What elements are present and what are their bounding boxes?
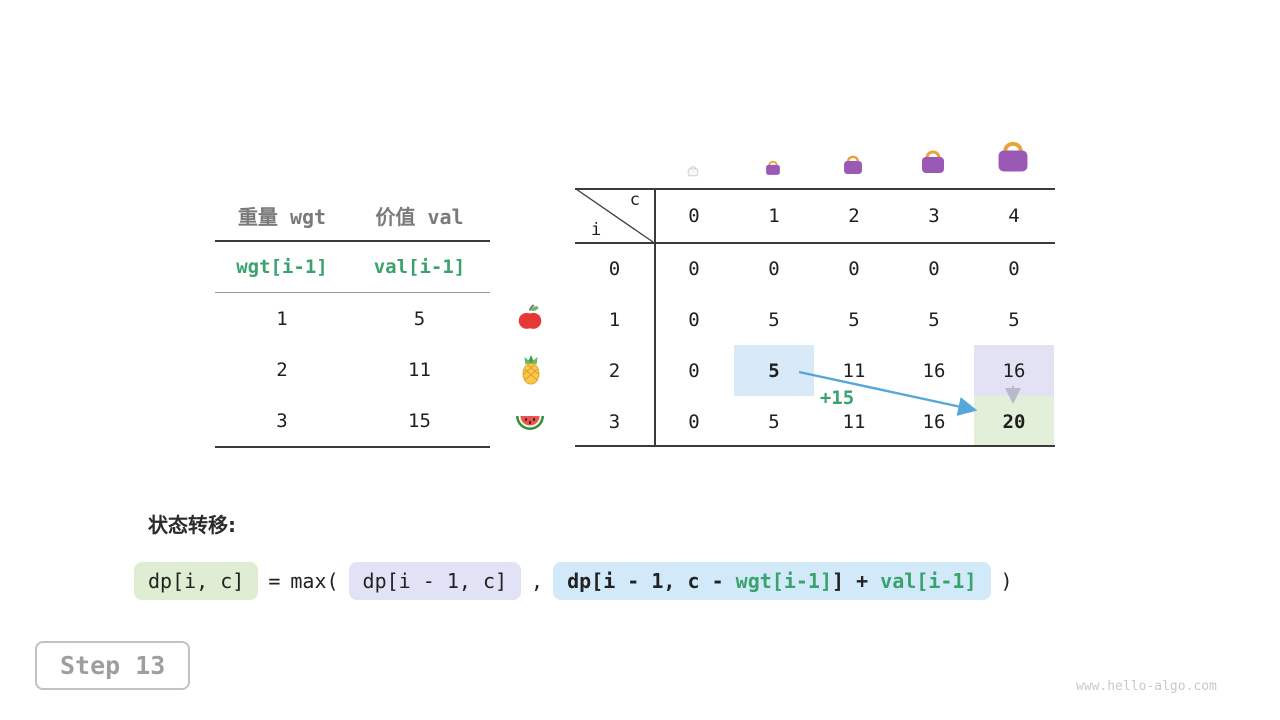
bag-icon-capacity-1 — [763, 158, 783, 178]
bag-icon-capacity-0 — [686, 164, 700, 178]
dp-cell-i3-c0: 0 — [688, 410, 700, 433]
item-3-value: 15 — [408, 409, 431, 432]
dp-cell-i2-c4-alternative: 16 — [974, 345, 1054, 396]
bag-icon-capacity-4 — [992, 136, 1034, 178]
dp-cell-i3-c4-target: 20 — [974, 396, 1054, 447]
apple-icon — [515, 303, 545, 333]
dp-cell-i0-c2: 0 — [848, 257, 860, 280]
dp-cell-i3-c2: 11 — [842, 410, 866, 433]
bag-icon-capacity-2 — [840, 152, 866, 178]
formula-comma: , — [531, 569, 544, 593]
dp-cell-i1-c1: 5 — [768, 308, 780, 331]
dp-cell-i0-c0: 0 — [688, 257, 700, 280]
dp-row-1: 1 0 5 5 5 5 — [575, 294, 1055, 345]
dp-cell-i3-c3: 16 — [922, 410, 946, 433]
items-table: 重量 wgt 价值 val wgt[i-1] val[i-1] 1 5 2 11… — [215, 190, 490, 448]
dp-cell-i0-c3: 0 — [928, 257, 940, 280]
items-formula-wgt: wgt[i-1] — [236, 256, 328, 278]
dp-corner-row-var: i — [591, 220, 602, 240]
formula-option-keep: dp[i - 1, c] — [348, 562, 522, 600]
dp-col-header-0: 0 — [688, 204, 700, 227]
dp-row-header-1: 1 — [608, 308, 621, 331]
dp-row-header-3: 3 — [608, 410, 621, 433]
item-2-value: 11 — [408, 358, 431, 381]
formula-take-mid: ] + — [832, 569, 881, 593]
step-badge: Step 13 — [35, 641, 191, 690]
items-table-header-rule — [215, 240, 490, 242]
dp-cell-i1-c2: 5 — [848, 308, 860, 331]
transition-gain-annotation: +15 — [819, 387, 855, 409]
dp-col-header-2: 2 — [848, 204, 860, 227]
dp-col-header-1: 1 — [768, 204, 780, 227]
items-header-value: 价值 val — [375, 204, 464, 229]
pineapple-icon — [516, 354, 546, 386]
formula-close-paren: ) — [1000, 569, 1013, 593]
dp-row-header-0: 0 — [608, 257, 621, 280]
items-table-bottom-rule — [215, 446, 490, 448]
dp-cell-i2-c3: 16 — [922, 359, 946, 382]
watermelon-icon — [514, 407, 546, 435]
formula-option-take: dp[i - 1, c - wgt[i-1]] + val[i-1] — [553, 562, 991, 600]
dp-cell-i1-c4: 5 — [1008, 308, 1020, 331]
formula-take-val: val[i-1] — [880, 569, 977, 593]
dp-cell-i1-c0: 0 — [688, 308, 700, 331]
item-1-value: 5 — [413, 307, 426, 330]
formula-take-prefix: dp[i - 1, c - — [567, 569, 736, 593]
item-3-weight: 3 — [276, 409, 288, 432]
item-row-2: 2 11 — [215, 344, 490, 395]
items-header-weight: 重量 wgt — [237, 204, 327, 229]
dp-vertical-rule — [654, 188, 656, 447]
items-formula-val: val[i-1] — [373, 256, 466, 278]
item-row-3: 3 15 — [215, 395, 490, 446]
dp-row-0: 0 0 0 0 0 0 — [575, 243, 1055, 294]
dp-cell-i3-c1: 5 — [768, 410, 780, 433]
state-transition-formula: dp[i, c] = max( dp[i - 1, c] , dp[i - 1,… — [134, 558, 1013, 604]
dp-header-rule — [575, 242, 1055, 244]
state-transition-label: 状态转移: — [148, 513, 236, 537]
watermark: www.hello-algo.com — [1076, 679, 1217, 694]
dp-corner-cell: c i — [575, 188, 654, 243]
formula-equals: = — [268, 569, 281, 593]
dp-bottom-rule — [575, 445, 1055, 447]
dp-cell-i0-c1: 0 — [768, 257, 780, 280]
bag-icon-capacity-3 — [917, 146, 949, 178]
dp-row-header-2: 2 — [608, 359, 621, 382]
items-table-divider — [215, 292, 490, 293]
formula-max-open: max( — [290, 569, 339, 593]
dp-cell-i1-c3: 5 — [928, 308, 940, 331]
dp-col-header-3: 3 — [928, 204, 940, 227]
dp-corner-col-var: c — [629, 190, 640, 210]
dp-cell-i2-c0: 0 — [688, 359, 700, 382]
formula-take-wgt: wgt[i-1] — [735, 569, 832, 593]
dp-row-3: 3 0 5 11 16 20 — [575, 396, 1055, 447]
formula-lhs: dp[i, c] — [134, 562, 259, 600]
item-row-1: 1 5 — [215, 293, 490, 344]
item-2-weight: 2 — [276, 358, 288, 381]
dp-col-header-4: 4 — [1008, 204, 1020, 227]
dp-top-rule — [575, 188, 1055, 190]
dp-cell-i0-c4: 0 — [1008, 257, 1020, 280]
item-1-weight: 1 — [276, 307, 288, 330]
dp-cell-i2-c1-source: 5 — [734, 345, 814, 396]
